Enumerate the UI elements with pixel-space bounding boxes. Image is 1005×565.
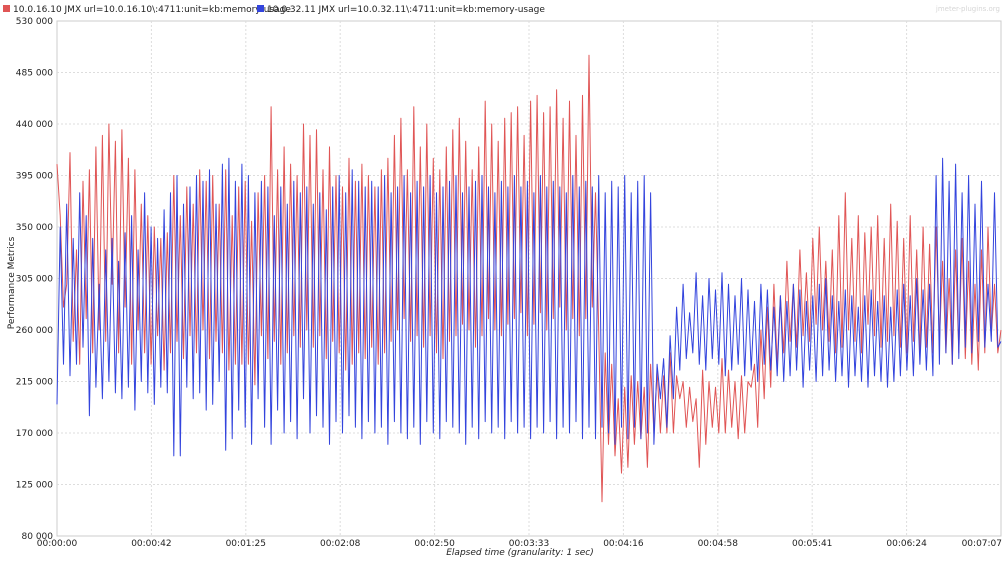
series-line-2: [56, 157, 1002, 457]
y-tick-label: 125 000: [16, 481, 53, 491]
series-layer: [56, 54, 1002, 503]
x-tick-label: 00:05:41: [792, 539, 832, 549]
x-axis-label: Elapsed time (granularity: 1 sec): [446, 548, 594, 558]
y-tick-label: 260 000: [16, 326, 53, 336]
x-tick-label: 00:04:58: [698, 539, 739, 549]
legend: 10.0.16.10 JMX url=10.0.16.10\:4711:unit…: [3, 5, 545, 15]
y-axis-ticks: 80 000 125 000 170 000 215 000 260 000 305 00…: [16, 17, 53, 542]
x-tick-label: 00:00:00: [37, 539, 78, 549]
legend-swatch-series-2: [257, 5, 264, 12]
legend-swatch-series-1: [3, 5, 10, 12]
y-tick-label: 485 000: [16, 69, 53, 79]
y-tick-label: 80 000: [22, 532, 54, 542]
y-tick-label: 530 000: [16, 17, 53, 27]
x-axis-ticks: 00:00:00 00:00:42 00:01:25 00:02:08 00:02:50…: [37, 539, 1002, 549]
legend-label-series-1: 10.0.16.10 JMX url=10.0.16.10\:4711:unit…: [13, 5, 291, 15]
x-tick-label: 00:01:25: [226, 539, 266, 549]
x-tick-label: 00:04:16: [603, 539, 644, 549]
x-tick-label: 00:00:42: [131, 539, 171, 549]
legend-label-series-2: 10.0.32.11 JMX url=10.0.32.11\:4711:unit…: [267, 5, 545, 15]
x-tick-label: 00:02:08: [320, 539, 361, 549]
x-tick-label: 00:02:50: [414, 539, 455, 549]
y-tick-label: 170 000: [16, 429, 53, 439]
y-tick-label: 395 000: [16, 172, 53, 182]
y-tick-label: 305 000: [16, 275, 53, 285]
y-axis-label: Performance Metrics: [7, 236, 17, 329]
x-tick-label: 00:06:24: [886, 539, 927, 549]
watermark: jmeter-plugins.org: [935, 5, 1000, 13]
y-tick-label: 350 000: [16, 223, 53, 233]
x-tick-label: 00:07:07: [962, 539, 1002, 549]
y-tick-label: 215 000: [16, 378, 53, 388]
y-tick-label: 440 000: [16, 120, 53, 130]
series-line-1: [56, 54, 1002, 503]
x-tick-label: 00:03:33: [509, 539, 549, 549]
